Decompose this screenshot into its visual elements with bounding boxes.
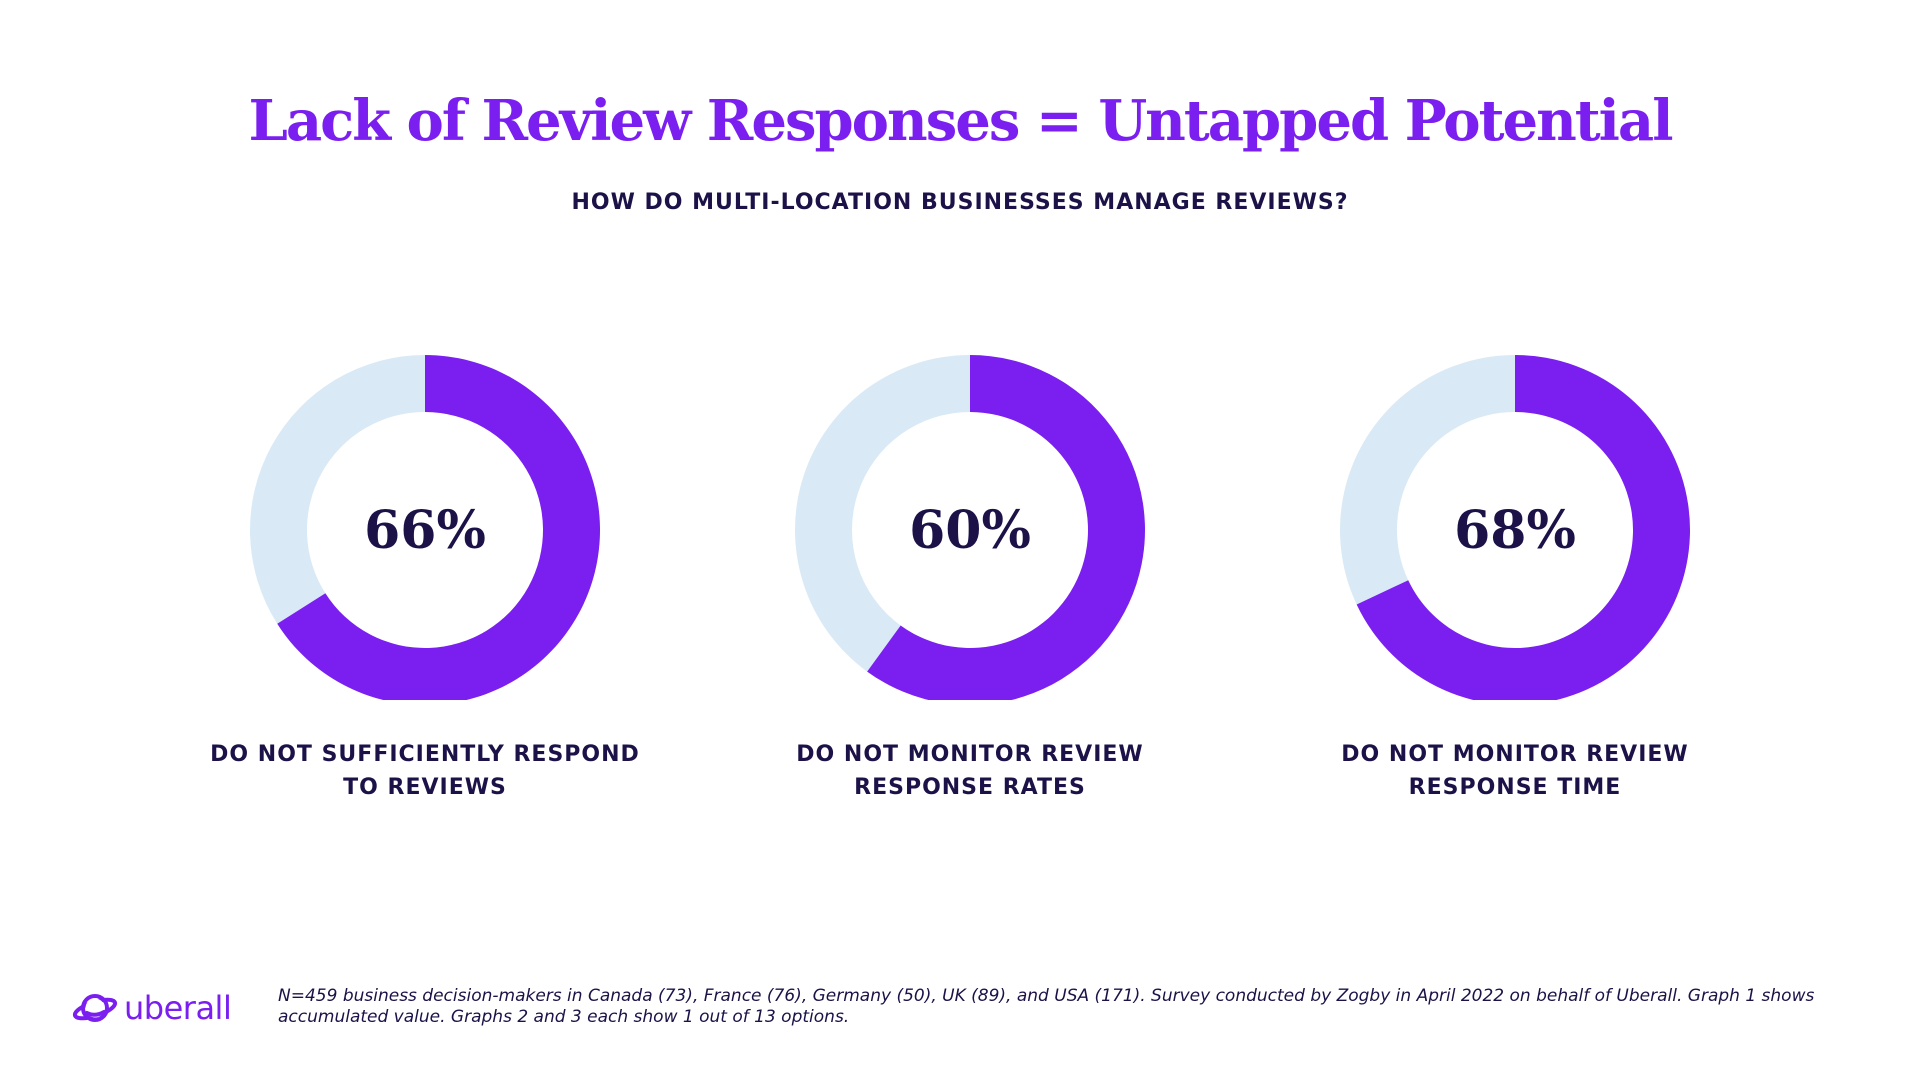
uberall-logo: uberall [72,986,232,1030]
page-subtitle: HOW DO MULTI-LOCATION BUSINESSES MANAGE … [571,190,1349,215]
donut-chart-1-caption-line-1: DO NOT SUFFICIENTLY RESPOND [210,742,640,767]
donut-chart-2-caption-line-2: RESPONSE RATES [854,775,1086,800]
donut-chart-1-value-label: 66% [364,500,486,561]
donut-chart-1-caption: DO NOT SUFFICIENTLY RESPOND TO REVIEWS [165,738,685,804]
donut-chart-2-value-label: 60% [909,500,1031,561]
footnote: N=459 business decision-makers in Canada… [278,986,1815,1027]
donut-chart-2-svg: 60% [795,355,1146,700]
donut-chart-3-caption: DO NOT MONITOR REVIEW RESPONSE TIME [1255,738,1775,804]
donut-chart-3-caption-line-1: DO NOT MONITOR REVIEW [1341,742,1689,767]
footer: uberall N=459 business decision-makers i… [72,986,1852,1046]
donut-chart-1: 66% DO NOT SUFFICIENTLY RESPOND TO REVIE… [165,340,685,820]
logo-text: uberall [124,989,232,1027]
donut-chart-1-caption-line-2: TO REVIEWS [343,775,507,800]
donut-chart-2-caption-line-1: DO NOT MONITOR REVIEW [796,742,1144,767]
donut-chart-3-caption-line-2: RESPONSE TIME [1408,775,1622,800]
donut-chart-1-svg: 66% [250,355,601,700]
donut-chart-1-value-slice [277,355,601,700]
donut-chart-2-value-slice [867,355,1146,700]
donut-chart-2-caption: DO NOT MONITOR REVIEW RESPONSE RATES [710,738,1230,804]
donut-chart-3: 68% DO NOT MONITOR REVIEW RESPONSE TIME [1255,340,1775,820]
planet-icon [72,994,118,1022]
donut-charts: 66% DO NOT SUFFICIENTLY RESPOND TO REVIE… [0,340,1920,820]
donut-chart-3-value-label: 68% [1454,500,1576,561]
donut-chart-3-svg: 68% [1340,355,1690,700]
page-title: Lack of Review Responses = Untapped Pote… [248,88,1674,154]
donut-chart-3-value-slice [1356,355,1690,700]
donut-chart-2-remainder-slice [795,355,970,672]
donut-chart-2: 60% DO NOT MONITOR REVIEW RESPONSE RATES [710,340,1230,820]
donut-chart-3-remainder-slice [1340,355,1515,605]
donut-chart-1-remainder-slice [250,355,425,624]
